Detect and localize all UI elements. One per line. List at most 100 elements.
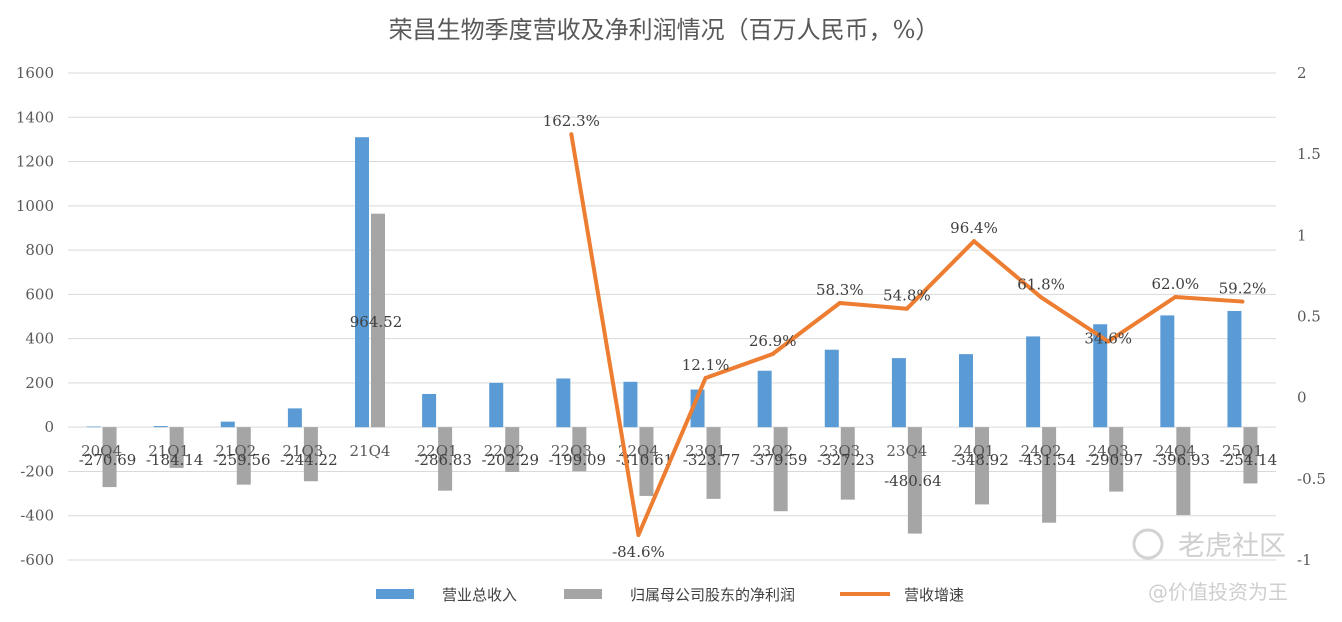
legend-label: 归属母公司股东的净利润 [630, 586, 795, 604]
revenue-bar [153, 426, 168, 428]
legend: 营业总收入 归属母公司股东的净利润 营收增速 [376, 586, 964, 604]
category-label: 23Q3 [819, 442, 860, 460]
growth-point [1106, 339, 1111, 344]
net-profit-data-label: -202.29 [481, 451, 539, 469]
net-profit-bar [102, 427, 117, 488]
growth-data-label: 26.9% [749, 332, 797, 350]
revenue-bar [86, 426, 101, 428]
legend-label: 营业总收入 [442, 586, 517, 604]
y-right-tick-label: 0 [1297, 389, 1307, 407]
revenue-bar [355, 137, 369, 428]
net-profit-data-label: -244.22 [280, 451, 338, 469]
net-profit-data-label: -480.64 [884, 472, 942, 490]
category-label: 24Q3 [1088, 442, 1129, 460]
revenue-bar [556, 378, 571, 428]
y-left-tick-label: 600 [25, 285, 54, 303]
net-profit-data-label: -184.14 [146, 451, 204, 469]
revenue-bar [623, 381, 638, 428]
y-right-tick-label: 1.5 [1297, 145, 1321, 163]
revenue-bar [287, 408, 302, 428]
revenue-bar [690, 389, 705, 428]
net-profit-bar [639, 427, 654, 496]
category-label: 24Q4 [1155, 442, 1196, 460]
category-label: 20Q4 [81, 442, 122, 460]
y-left-tick-label: 1600 [16, 64, 54, 82]
y-left-tick-label: -200 [20, 462, 54, 480]
category-label: 22Q3 [551, 442, 592, 460]
net-profit-bar [1109, 427, 1124, 492]
y-left-tick-label: 400 [25, 330, 54, 348]
revenue-bar [1227, 310, 1242, 428]
net-profit-data-label: -379.59 [750, 451, 808, 469]
revenue-bar [959, 354, 973, 428]
y-right-tick-label: 2 [1297, 64, 1307, 82]
category-label: 25Q1 [1222, 442, 1263, 460]
revenue-bar [891, 358, 906, 428]
growth-point [569, 132, 574, 137]
category-label: 21Q1 [148, 442, 189, 460]
watermark: 老虎社区 @价值投资为王 [1132, 528, 1288, 604]
category-label: 23Q1 [685, 442, 726, 460]
growth-point [703, 376, 708, 381]
net-profit-data-label: -199.09 [549, 451, 607, 469]
y-left-tick-label: -600 [20, 551, 54, 569]
y-axis-left: 1600 1400 1200 1000 800 600 400 200 0 -200 -400 -60… [16, 64, 54, 569]
net-profit-bar [169, 427, 184, 468]
category-label: 22Q2 [484, 442, 525, 460]
chart-title: 荣昌生物季度营收及净利润情况（百万人民币，%） [389, 16, 940, 44]
net-profit-bar [371, 213, 385, 428]
growth-data-label: 61.8% [1017, 275, 1065, 293]
watermark-author: @价值投资为王 [1148, 580, 1288, 604]
category-labels: 20Q4-270.69 21Q1-184.14 21Q2-259.56 21Q3-24… [79, 313, 1277, 490]
revenue-bar [489, 382, 504, 428]
legend-swatch [376, 589, 414, 599]
category-label: 21Q4 [350, 442, 391, 460]
y-left-tick-label: 1400 [16, 108, 54, 126]
y-left-tick-label: 0 [44, 418, 54, 436]
growth-data-label: 12.1% [682, 356, 730, 374]
y-right-tick-label: -1 [1297, 551, 1312, 569]
net-profit-data-label: -254.14 [1220, 451, 1278, 469]
net-profit-data-label: -396.93 [1153, 451, 1211, 469]
y-right-tick-label: 0.5 [1297, 308, 1321, 326]
growth-point [1240, 299, 1245, 304]
revenue-bar [1093, 324, 1108, 428]
growth-point [972, 239, 976, 244]
category-label: 22Q4 [618, 442, 659, 460]
growth-data-label: 58.3% [816, 281, 864, 299]
watermark-brand: 老虎社区 [1178, 531, 1286, 562]
category-label: 24Q1 [954, 442, 995, 460]
y-left-tick-label: 1200 [16, 153, 54, 171]
category-label: 23Q4 [886, 442, 927, 460]
net-profit-data-label: -327.23 [817, 451, 875, 469]
revenue-bar [1160, 315, 1175, 428]
y-right-tick-label: -0.5 [1297, 470, 1326, 488]
category-label: 24Q2 [1021, 442, 1062, 460]
net-profit-data-label: -323.77 [683, 451, 741, 469]
category-label: 21Q3 [282, 442, 323, 460]
growth-point [904, 306, 909, 311]
growth-line: 162.3% -84.6% 12.1% 26.9% 58.3% 54.8% 96.4% 61.… [543, 112, 1267, 561]
y-right-tick-label: 1 [1297, 226, 1307, 244]
net-profit-bar [1176, 427, 1191, 516]
net-profit-data-label: -310.61 [616, 451, 674, 469]
revenue-bar [422, 393, 437, 428]
y-left-tick-label: -400 [20, 507, 54, 525]
net-profit-bar [505, 427, 520, 472]
revenue-bar [220, 421, 235, 428]
net-profit-bar [236, 427, 251, 485]
growth-data-label: 54.8% [883, 287, 931, 305]
growth-data-label: -84.6% [612, 543, 665, 561]
legend-label: 营收增速 [904, 586, 964, 604]
net-profit-data-label: -290.97 [1085, 451, 1143, 469]
growth-point [1173, 295, 1178, 300]
net-profit-bar [975, 427, 989, 505]
net-profit-bar [572, 427, 587, 472]
net-profit-bar [1243, 427, 1258, 484]
growth-point [636, 533, 641, 538]
growth-point [770, 351, 775, 356]
net-profit-bar [1042, 427, 1057, 523]
net-profit-data-label: -286.83 [414, 451, 472, 469]
legend-swatch [564, 589, 602, 599]
